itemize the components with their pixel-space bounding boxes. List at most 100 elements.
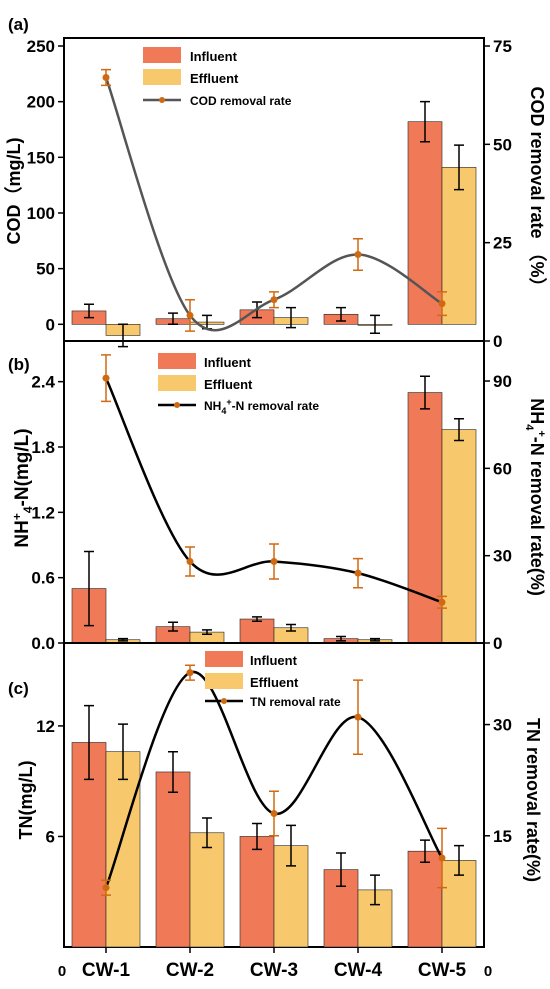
error-bar [252,616,262,622]
effluent-bar-cw-2 [189,631,225,644]
y-tick-label: 12 [36,717,55,736]
y2-tick-label: 50 [493,135,512,154]
rate-error-bar [101,354,111,403]
error-bar [252,301,262,319]
influent-bar-cw-1 [71,742,107,948]
y-tick-label: 250 [27,37,55,56]
effluent-bar-cw-4 [357,889,393,948]
y2-tick-label: 30 [493,716,512,735]
effluent-bar-cw-4 [357,324,393,326]
y-tick-label: 6 [46,827,55,846]
error-bar [370,314,380,334]
removal-rate-line [104,77,443,332]
panel-b-ylabel: NH+4-N(mg/L) [10,428,35,547]
legend-influent-swatch [143,47,181,63]
legend-rate-label: NH4+-N removal rate [204,397,319,416]
error-bar [286,623,296,632]
error-bar [168,621,178,632]
influent-bar-cw-2 [155,318,191,325]
influent-bar-cw-5 [407,121,443,325]
error-bar [118,723,128,781]
panel-c-legend: Influent Effluent TN removal rate [205,651,341,709]
panel-a-legend: Influent Effluent COD removal rate [143,47,292,108]
legend-influent-swatch [158,353,196,369]
legend-effluent-label: Effluent [250,675,299,690]
effluent-bar-cw-1 [105,324,141,336]
influent-bar-cw-1 [71,310,107,325]
rate-point-cw-1 [102,374,110,382]
rate-error-bar [269,790,279,837]
error-bar [202,629,212,636]
error-bar [336,306,346,322]
panel-c-label: (c) [8,679,29,698]
rate-point-cw-5 [438,598,446,606]
rate-error-bar [269,543,279,580]
bottom-left-zero: 0 [58,963,66,980]
error-bar [420,100,430,143]
influent-bar-cw-2 [155,626,191,644]
panel-c-y2label: TN removal rate(%) [523,718,543,882]
rate-error-bar [437,827,447,889]
panel-b: (b) NH+4-N(mg/L) NH4+-N removal rate(%) … [8,340,547,653]
influent-bar-cw-1 [71,588,107,644]
x-tick-label-cw-5: CW-5 [418,960,467,981]
panel-c: (c) TN(mg/L) TN removal rate(%) 6121530 … [8,642,543,948]
rate-error-bar [101,68,111,87]
error-bar [420,839,430,863]
rate-error-bar [353,557,363,589]
y-tick-label: 0.6 [31,569,55,588]
rate-point-cw-4 [354,250,362,258]
y2-tick-label: 0 [493,332,502,351]
y-tick-label: 150 [27,148,55,167]
panel-a: (a) COD（mg/L) COD removal rate （%） 0 50 10… [4,15,547,351]
error-bar [168,750,178,793]
y-tick-label: 0.0 [31,634,55,653]
panel-a-ylabel: COD（mg/L) [4,138,24,245]
influent-bar-cw-5 [407,392,443,644]
legend-effluent-label: Effluent [204,377,253,392]
rate-error-bar [269,291,279,309]
influent-bar-cw-3 [239,618,275,644]
y-tick-label: 50 [36,260,55,279]
error-bar [252,822,262,851]
error-bar [454,844,464,876]
influent-bar-cw-4 [323,869,359,948]
rate-point-cw-5 [438,300,446,308]
rate-error-bar [437,291,447,317]
bottom-right-zero: 0 [484,963,492,980]
effluent-bar-cw-5 [441,167,477,325]
y-tick-label: 200 [27,93,55,112]
rate-error-bar [353,237,363,271]
x-axis: 0 0 CW-1 CW-2 CW-3 CW-4 CW-5 [58,947,492,981]
rate-error-bar [185,298,195,332]
x-tick-label-cw-1: CW-1 [82,960,131,981]
rate-point-cw-3 [270,557,278,565]
error-bar [454,144,464,191]
rate-error-bar [101,879,111,896]
panel-a-frame [63,37,485,342]
error-bar [286,306,296,329]
error-bar [118,323,128,348]
legend-effluent-swatch [143,69,181,85]
x-tick-label-cw-4: CW-4 [334,960,383,981]
rate-point-cw-1 [102,884,110,892]
error-bar [370,637,380,642]
panel-a-label: (a) [8,15,29,34]
error-bar [202,817,212,849]
rate-point-cw-3 [270,810,278,818]
rate-point-cw-2 [186,557,194,565]
rate-point-cw-4 [354,713,362,721]
error-bar [84,550,94,627]
error-bar [118,637,128,642]
panel-b-legend: Influent Effluent NH4+-N removal rate [158,353,319,416]
error-bar [454,417,464,442]
influent-bar-cw-3 [239,309,275,325]
y2-tick-label: 25 [493,234,512,253]
rate-point-cw-2 [186,669,194,677]
legend-effluent-label: Effluent [190,71,239,86]
panel-b-frame [63,340,485,644]
error-bar [420,375,430,410]
rate-point-cw-3 [270,296,278,304]
y2-tick-label: 60 [493,459,512,478]
